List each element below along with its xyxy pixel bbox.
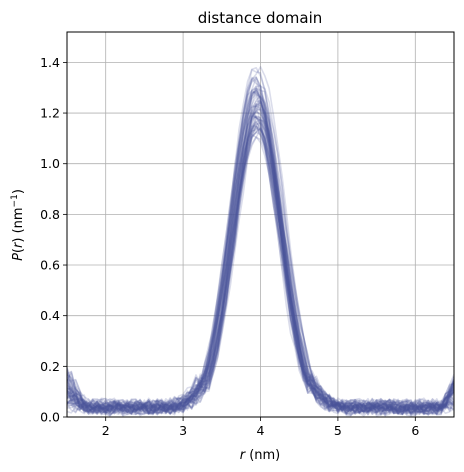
pr-curve	[67, 95, 454, 415]
y-axis-label: P(r) (nm−1)	[10, 189, 26, 261]
pr-curve	[67, 119, 454, 416]
pr-curve	[67, 78, 454, 410]
pr-curve	[67, 114, 454, 414]
pr-curve	[67, 103, 454, 415]
x-tick-label: 6	[411, 423, 419, 438]
x-axis-label: r (nm)	[240, 448, 281, 463]
pr-curve	[67, 121, 454, 415]
pr-curve	[67, 105, 454, 416]
pr-curve	[67, 89, 454, 411]
x-tick-label: 2	[102, 423, 110, 438]
pr-curve	[67, 76, 454, 417]
pr-curve	[67, 111, 454, 413]
pr-curve	[67, 124, 454, 416]
pr-curve	[67, 100, 454, 413]
pr-curve	[67, 122, 454, 414]
chart-title: distance domain	[198, 9, 323, 27]
pr-curve	[67, 121, 454, 414]
x-tick-label: 3	[179, 423, 187, 438]
pr-curve	[67, 93, 454, 416]
pr-curve	[67, 115, 454, 416]
pr-curve	[67, 100, 454, 414]
pr-curve	[67, 76, 454, 412]
y-tick-label: 0.2	[40, 359, 60, 374]
pr-curve	[67, 67, 454, 412]
pr-curve	[67, 115, 454, 413]
pr-curve	[67, 131, 454, 415]
pr-curve	[67, 87, 454, 410]
pr-curve	[67, 89, 454, 413]
pr-curve	[67, 125, 454, 417]
pr-curve	[67, 110, 454, 415]
pr-curve	[67, 68, 454, 411]
pr-curve	[67, 87, 454, 415]
pr-curve	[67, 101, 454, 417]
pr-curve	[67, 127, 454, 417]
curve-ensemble	[67, 66, 454, 417]
pr-curve	[67, 118, 454, 415]
pr-curve	[67, 120, 454, 413]
pr-curve	[67, 127, 454, 416]
pr-curve	[67, 117, 454, 415]
pr-curve	[67, 109, 454, 410]
pr-curve	[67, 99, 454, 414]
y-tick-label: 0.8	[40, 207, 60, 222]
pr-curve	[67, 136, 454, 414]
pr-curve	[67, 103, 454, 412]
pr-curve	[67, 105, 454, 413]
pr-curve	[67, 91, 454, 410]
pr-curve	[67, 108, 454, 416]
pr-curve	[67, 125, 454, 415]
y-tick-label: 1.4	[40, 55, 60, 70]
pr-curve	[67, 128, 454, 416]
x-axis: 2 3 4 5 6	[102, 417, 419, 438]
pr-curve	[67, 89, 454, 410]
x-tick-label: 4	[257, 423, 265, 438]
pr-curve	[67, 77, 454, 413]
pr-curve	[67, 91, 454, 411]
y-tick-label: 0.6	[40, 258, 60, 273]
y-tick-label: 0.0	[40, 410, 60, 425]
pr-curve	[67, 85, 454, 415]
pr-curve	[67, 76, 454, 415]
pr-curve	[67, 95, 454, 413]
pr-curve	[67, 101, 454, 416]
y-axis: 0.0 0.2 0.4 0.6 0.8 1.0 1.2 1.4	[40, 55, 67, 425]
pr-curve	[67, 133, 454, 416]
pr-curve	[67, 113, 454, 414]
y-tick-label: 1.2	[40, 106, 60, 121]
pr-curve	[67, 127, 454, 410]
y-tick-label: 1.0	[40, 156, 60, 171]
x-tick-label: 5	[334, 423, 342, 438]
pr-curve	[67, 85, 454, 417]
pr-curve	[67, 115, 454, 413]
pr-curve	[67, 87, 454, 410]
pr-curve	[67, 90, 454, 410]
pr-curve	[67, 66, 454, 415]
pr-curve	[67, 108, 454, 412]
pr-curve	[67, 125, 454, 412]
pr-curve	[67, 115, 454, 415]
y-tick-label: 0.4	[40, 308, 60, 323]
